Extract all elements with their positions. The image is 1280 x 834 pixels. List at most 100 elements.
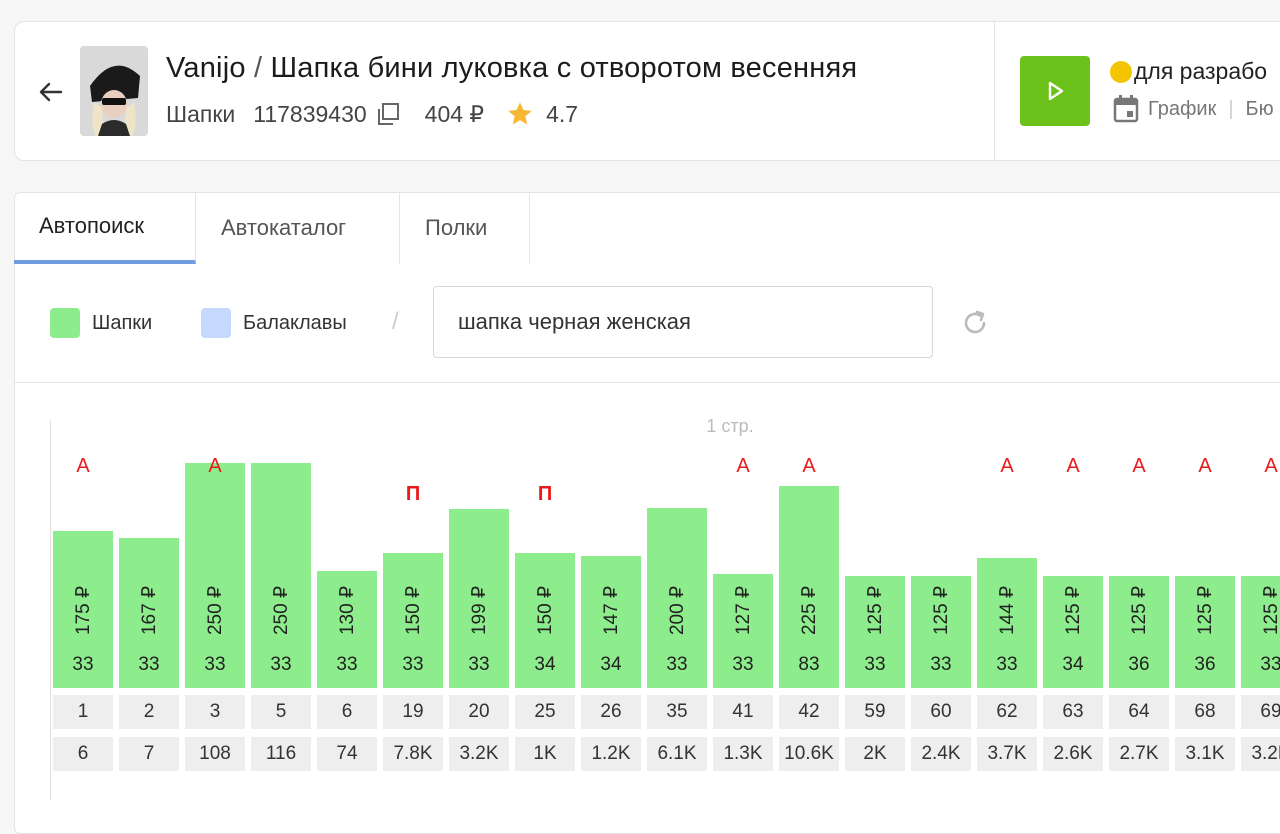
legend-swatch — [50, 308, 80, 338]
chart-bar[interactable] — [779, 485, 839, 688]
bar-count-label: 34 — [1062, 654, 1084, 675]
bar-price-label: 144 ₽ — [996, 585, 1018, 635]
header-divider — [994, 22, 995, 159]
chart-bar[interactable] — [185, 463, 245, 688]
bar-mark-label: А — [1066, 455, 1080, 477]
search-query-input[interactable]: шапка черная женская — [433, 286, 933, 358]
position-cell: 26 — [581, 695, 641, 729]
refresh-icon[interactable] — [960, 308, 990, 343]
bar-price-label: 150 ₽ — [402, 585, 424, 635]
bar-count-label: 33 — [270, 654, 292, 675]
bar-mark-label: А — [736, 455, 750, 477]
extra-cell: 74 — [317, 737, 377, 771]
bar-price-label: 250 ₽ — [204, 585, 226, 635]
bar-count-label: 33 — [72, 654, 94, 675]
bar-mark-label: А — [76, 455, 90, 477]
legend-item-hats[interactable]: Шапки — [50, 308, 152, 338]
bar-price-label: 125 ₽ — [1194, 585, 1216, 635]
chart-bar[interactable] — [251, 463, 311, 688]
extra-cell: 2.7K — [1109, 737, 1169, 771]
bar-count-label: 33 — [468, 654, 490, 675]
chart-bar[interactable] — [1175, 575, 1235, 688]
chart-bar[interactable] — [845, 575, 905, 688]
secondary-link[interactable]: Бю — [1245, 97, 1274, 120]
bar-count-label: 34 — [534, 654, 556, 675]
copy-icon[interactable] — [375, 101, 401, 127]
chart-bar[interactable] — [977, 558, 1037, 688]
extra-cell: 6 — [53, 737, 113, 771]
bar-count-label: 33 — [732, 654, 754, 675]
bar-count-label: 36 — [1194, 654, 1216, 675]
chart-bar[interactable] — [53, 530, 113, 688]
extra-cell: 3.2K — [1241, 737, 1280, 771]
category-label[interactable]: Шапки — [166, 100, 236, 127]
extra-cell: 6.1K — [647, 737, 707, 771]
chart-bar[interactable] — [515, 553, 575, 688]
link-separator: | — [1228, 97, 1234, 120]
brand-link[interactable]: Vanijo — [166, 52, 246, 84]
position-cell: 25 — [515, 695, 575, 729]
filter-separator: / — [392, 308, 399, 335]
bar-price-label: 225 ₽ — [798, 585, 820, 635]
chart-bar[interactable] — [911, 575, 971, 688]
product-rating: 4.7 — [546, 100, 579, 127]
back-button[interactable] — [36, 78, 66, 106]
bar-price-label: 127 ₽ — [732, 585, 754, 635]
position-cell: 1 — [53, 695, 113, 729]
position-cell: 5 — [251, 695, 311, 729]
legend-swatch — [201, 308, 231, 338]
positions-chart: 1 стр. 175 ₽ 33 А 1 6 167 ₽ 33 2 7 250 ₽ 33 А 3 108 25… — [0, 382, 1280, 800]
bar-price-label: 125 ₽ — [1260, 585, 1280, 635]
chart-bar[interactable] — [1241, 575, 1280, 688]
position-cell: 6 — [317, 695, 377, 729]
bar-price-label: 199 ₽ — [468, 585, 490, 635]
bar-mark-label: А — [802, 455, 816, 477]
arrow-left-icon — [39, 82, 63, 102]
bar-price-label: 150 ₽ — [534, 585, 556, 635]
tab-autocatalog[interactable]: Автокаталог — [196, 192, 400, 264]
chart-axis-line — [50, 420, 51, 800]
bar-count-label: 36 — [1128, 654, 1150, 675]
chart-bar[interactable] — [1043, 575, 1103, 688]
chart-bar[interactable] — [449, 508, 509, 688]
chart-bar[interactable] — [383, 553, 443, 688]
extra-cell: 7 — [119, 737, 179, 771]
play-button[interactable] — [1020, 56, 1090, 126]
bar-price-label: 175 ₽ — [72, 585, 94, 635]
filters-bar: Шапки Балаклавы / шапка черная женская — [14, 264, 1280, 383]
product-thumbnail[interactable] — [80, 46, 148, 136]
chart-bar[interactable] — [647, 508, 707, 688]
legend-label: Шапки — [92, 311, 153, 334]
bar-mark-label: А — [1000, 455, 1014, 477]
position-cell: 3 — [185, 695, 245, 729]
bar-price-label: 125 ₽ — [930, 585, 952, 635]
position-cell: 69 — [1241, 695, 1280, 729]
bar-count-label: 33 — [930, 654, 952, 675]
legend-item-balaclavas[interactable]: Балаклавы — [201, 308, 347, 338]
chart-bar[interactable] — [1109, 575, 1169, 688]
bar-price-label: 125 ₽ — [864, 585, 886, 635]
product-price: 404 ₽ — [424, 100, 485, 127]
dev-label: для разрабо — [1134, 58, 1268, 84]
schedule-link[interactable]: График — [1148, 97, 1217, 120]
chart-bar[interactable] — [119, 537, 179, 688]
page-label: 1 стр. — [706, 416, 754, 436]
extra-cell: 10.6K — [779, 737, 839, 771]
position-cell: 19 — [383, 695, 443, 729]
bar-count-label: 33 — [996, 654, 1018, 675]
chart-bar[interactable] — [581, 555, 641, 688]
chart-bar[interactable] — [713, 573, 773, 688]
tab-autosearch[interactable]: Автопоиск — [14, 192, 196, 264]
extra-cell: 1.2K — [581, 737, 641, 771]
chart-bar[interactable] — [317, 571, 377, 688]
calendar-icon — [1113, 95, 1139, 123]
bar-count-label: 33 — [402, 654, 424, 675]
tab-shelves[interactable]: Полки — [400, 192, 530, 264]
position-cell: 63 — [1043, 695, 1103, 729]
bar-count-label: 33 — [138, 654, 160, 675]
extra-cell: 2K — [845, 737, 905, 771]
status-dot-icon — [1110, 60, 1132, 83]
bar-count-label: 34 — [600, 654, 622, 675]
position-cell: 41 — [713, 695, 773, 729]
extra-cell: 3.2K — [449, 737, 509, 771]
